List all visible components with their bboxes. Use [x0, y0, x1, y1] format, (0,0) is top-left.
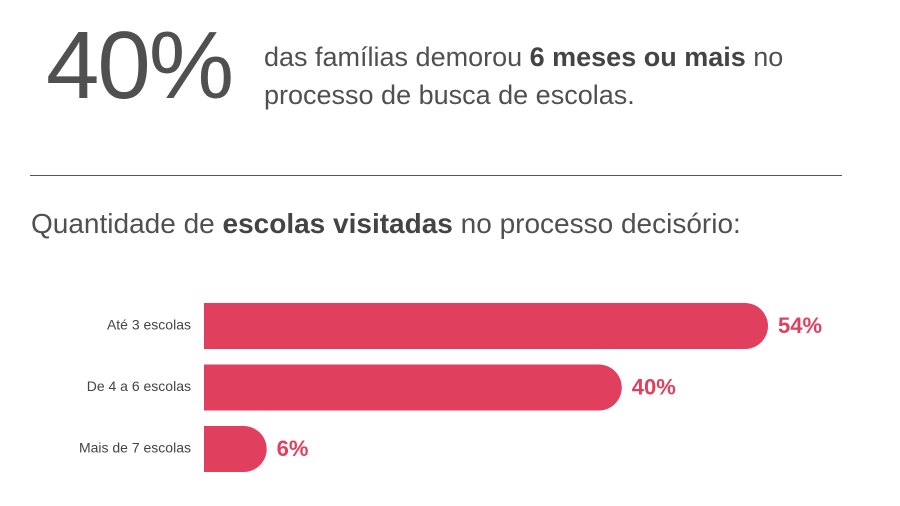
- chart-title: Quantidade de escolas visitadas no proce…: [31, 208, 741, 240]
- chart-title-bold: escolas visitadas: [222, 208, 453, 239]
- value-label: 40%: [632, 374, 676, 399]
- divider: [30, 175, 842, 176]
- chart-title-part: no processo decisório:: [452, 208, 741, 239]
- headline-text-part: das famílias demorou: [264, 42, 530, 72]
- category-label: Até 3 escolas: [107, 317, 191, 333]
- bar: [204, 426, 267, 472]
- category-label: De 4 a 6 escolas: [87, 378, 191, 394]
- headline-text-bold: 6 meses ou mais: [529, 42, 746, 72]
- headline-stat: 40%: [46, 12, 234, 119]
- value-label: 6%: [277, 436, 309, 461]
- bar: [204, 303, 768, 349]
- headline-text-part: no processo de busca de escolas.: [264, 42, 791, 110]
- headline-text: das famílias demorou 6 meses ou mais no …: [264, 38, 864, 114]
- chart-title-part: Quantidade de: [31, 208, 223, 239]
- value-label: 54%: [778, 313, 822, 338]
- category-label: Mais de 7 escolas: [79, 440, 191, 456]
- bar: [204, 364, 622, 411]
